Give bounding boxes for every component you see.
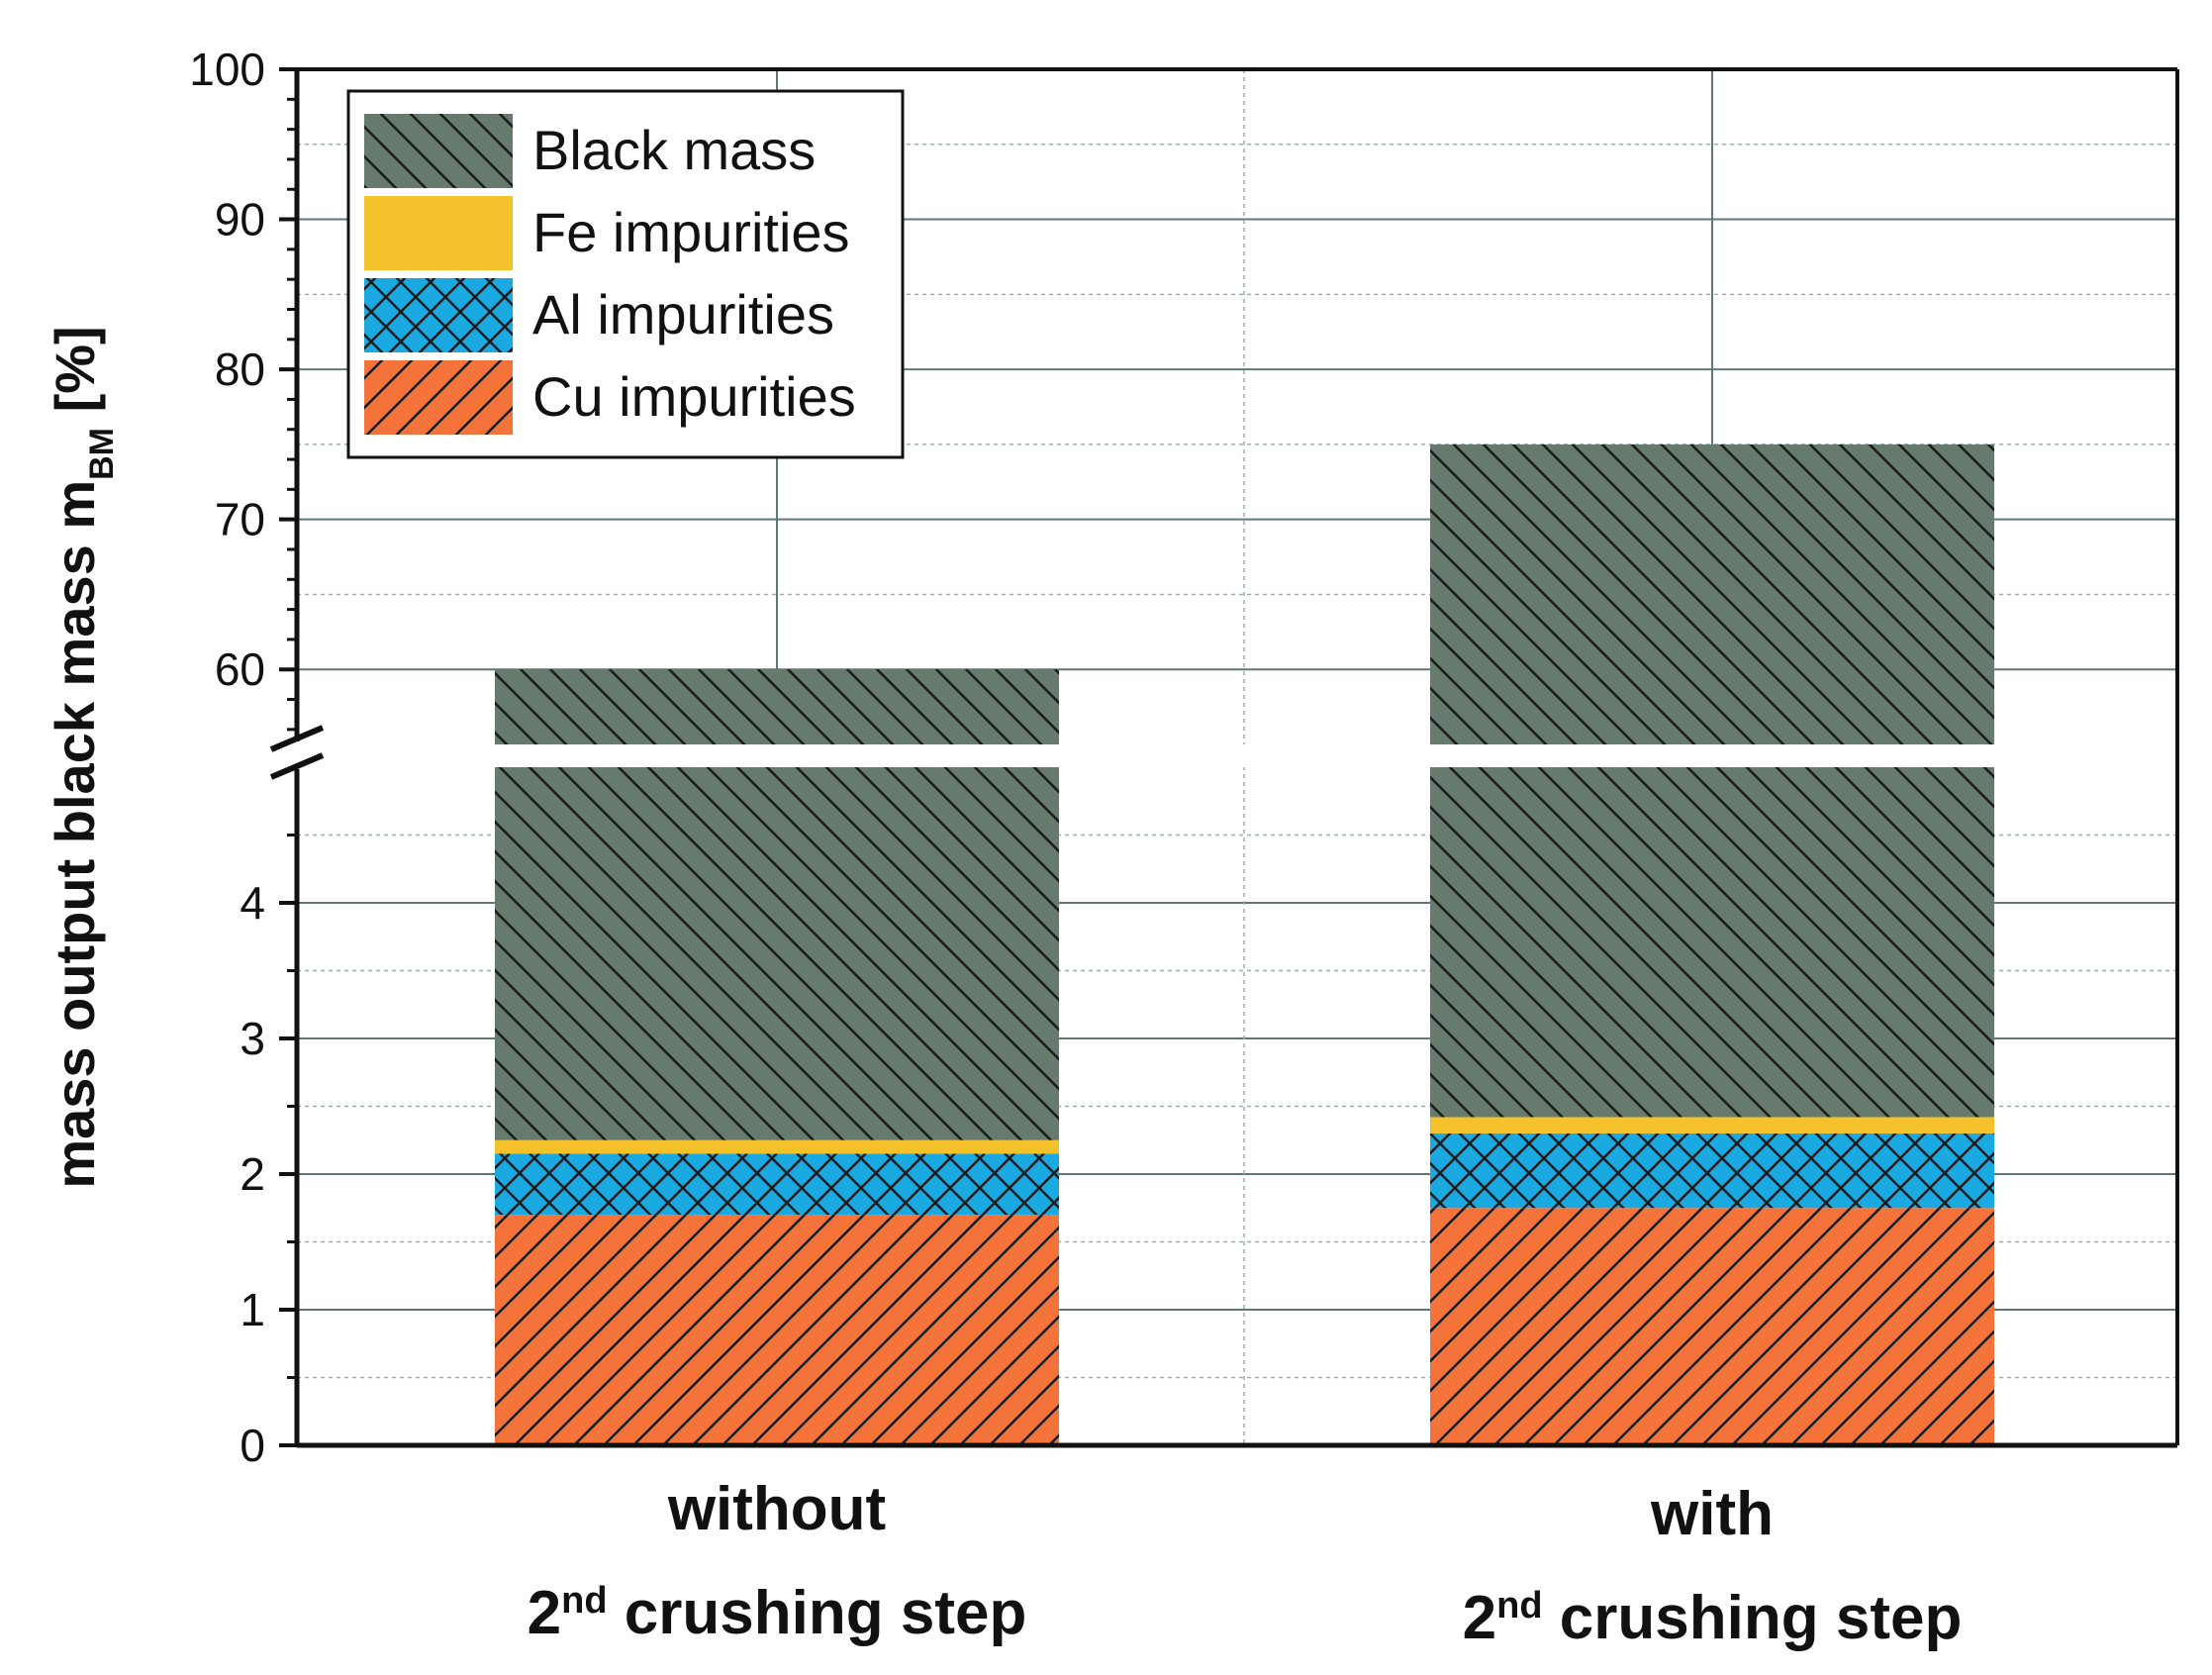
y-tick-label: 70 (215, 494, 265, 545)
bar-segment-black-mass-0 (495, 767, 1059, 1140)
legend-label-fe-impurities: Fe impurities (532, 201, 850, 263)
bar-segment-black-mass-upper-0 (495, 669, 1059, 744)
y-tick-label: 100 (189, 44, 265, 95)
legend-swatch-black-mass (364, 114, 513, 188)
legend-swatch-cu-impurities (364, 360, 513, 435)
y-tick-label: 4 (240, 877, 265, 929)
y-tick-label: 90 (215, 194, 265, 246)
cat1-line2-suffix: crushing step (1543, 1584, 1963, 1652)
y-tick-label: 80 (215, 344, 265, 395)
bar-segment-al-impurities-1 (1430, 1133, 1994, 1209)
category-label-without-line1: without (667, 1475, 886, 1543)
y-axis-title-subscript: BM (83, 428, 121, 480)
axis-break-mark-upper (269, 725, 325, 752)
legend: Black mass Fe impurities Al impurities Cu i… (346, 89, 905, 459)
cat0-line2-suffix: crushing step (608, 1579, 1027, 1647)
axis-break (299, 744, 2175, 767)
bar-segment-cu-impurities-1 (1430, 1208, 1994, 1445)
y-tick-label: 1 (240, 1284, 265, 1335)
y-ticks: 0 1 2 3 4 60 70 80 90 100 (189, 44, 297, 1471)
bar-segment-al-impurities-0 (495, 1153, 1059, 1216)
y-tick-label: 0 (240, 1420, 265, 1471)
y-axis-title: mass output black mass mBM [%] (44, 326, 121, 1188)
category-label-without-line2: 2nd crushing step (528, 1579, 1027, 1647)
bar-segment-cu-impurities-0 (495, 1215, 1059, 1445)
cat1-line2-prefix: 2 (1463, 1584, 1496, 1652)
bar-segment-black-mass-1 (1430, 767, 1994, 1118)
y-tick-label: 2 (240, 1148, 265, 1200)
category-label-with-line1: with (1650, 1480, 1774, 1548)
bar-segment-black-mass-upper-1 (1430, 443, 1994, 744)
axis-break-mark-lower (269, 752, 325, 780)
y-tick-label: 3 (240, 1013, 265, 1064)
legend-label-black-mass: Black mass (532, 119, 816, 181)
x-category-labels: without 2nd crushing step with 2nd crush… (528, 1475, 1963, 1652)
y-axis-title-unit (44, 412, 106, 428)
y-axis-title-main: mass output black mass m (44, 480, 106, 1189)
cat0-line2-sup: nd (561, 1580, 607, 1622)
legend-label-al-impurities: Al impurities (532, 283, 834, 345)
legend-label-cu-impurities: Cu impurities (532, 365, 856, 428)
bar-segment-fe-impurities-0 (495, 1139, 1059, 1154)
legend-swatch-al-impurities (364, 278, 513, 352)
y-tick-label: 60 (215, 643, 265, 695)
bar-segment-fe-impurities-1 (1430, 1117, 1994, 1133)
y-axis-title-unit-text: [%] (44, 326, 106, 412)
bars (495, 443, 1994, 1445)
cat1-line2-sup: nd (1496, 1585, 1542, 1626)
legend-swatch-fe-impurities (364, 196, 513, 270)
cat0-line2-prefix: 2 (528, 1579, 561, 1647)
break-gap (299, 744, 2175, 767)
category-label-with-line2: 2nd crushing step (1463, 1584, 1963, 1652)
